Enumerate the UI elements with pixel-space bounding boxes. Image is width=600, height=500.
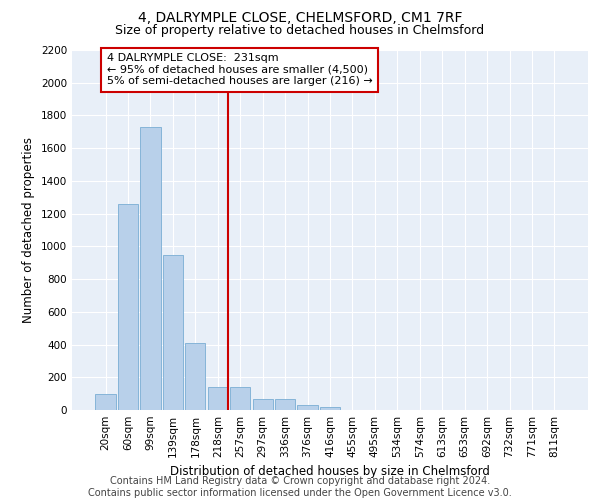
Bar bbox=[95, 394, 116, 410]
Text: 4 DALRYMPLE CLOSE:  231sqm
← 95% of detached houses are smaller (4,500)
5% of se: 4 DALRYMPLE CLOSE: 231sqm ← 95% of detac… bbox=[107, 54, 373, 86]
Bar bbox=[163, 254, 183, 410]
Bar bbox=[275, 398, 295, 410]
Bar bbox=[185, 343, 205, 410]
Bar bbox=[118, 204, 138, 410]
Bar bbox=[298, 405, 317, 410]
Bar bbox=[208, 387, 228, 410]
Y-axis label: Number of detached properties: Number of detached properties bbox=[22, 137, 35, 323]
Text: Size of property relative to detached houses in Chelmsford: Size of property relative to detached ho… bbox=[115, 24, 485, 37]
Bar bbox=[140, 127, 161, 410]
Bar bbox=[320, 406, 340, 410]
Bar bbox=[253, 398, 273, 410]
Text: Contains HM Land Registry data © Crown copyright and database right 2024.
Contai: Contains HM Land Registry data © Crown c… bbox=[88, 476, 512, 498]
Bar bbox=[230, 387, 250, 410]
X-axis label: Distribution of detached houses by size in Chelmsford: Distribution of detached houses by size … bbox=[170, 466, 490, 478]
Text: 4, DALRYMPLE CLOSE, CHELMSFORD, CM1 7RF: 4, DALRYMPLE CLOSE, CHELMSFORD, CM1 7RF bbox=[138, 12, 462, 26]
